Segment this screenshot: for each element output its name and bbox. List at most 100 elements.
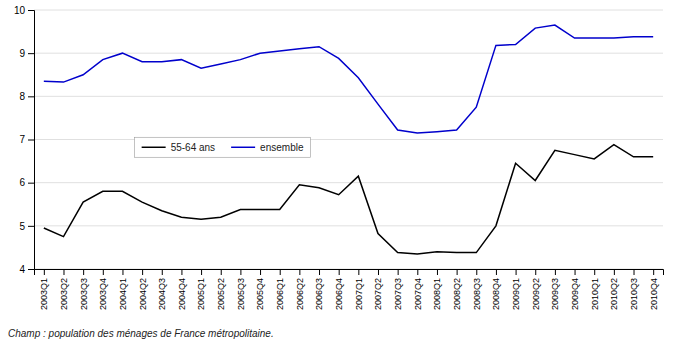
legend-frame	[135, 137, 311, 157]
x-tick: 2008Q1	[432, 269, 442, 310]
series-line	[44, 145, 653, 254]
x-tick: 2003Q3	[79, 269, 89, 310]
y-tick-mark	[28, 140, 34, 141]
x-tick-mark	[299, 269, 300, 275]
x-tick-mark	[653, 269, 654, 275]
x-tick-mark	[614, 269, 615, 275]
x-tick-label: 2005Q1	[196, 278, 206, 310]
x-tick-label: 2007Q1	[354, 278, 364, 310]
x-tick-label: 2008Q1	[432, 278, 442, 310]
x-tick-mark	[378, 269, 379, 275]
x-tick-mark	[83, 269, 84, 275]
x-tick-label: 2006Q1	[275, 278, 285, 310]
x-tick: 2009Q3	[550, 269, 560, 310]
x-tick: 2007Q4	[413, 269, 423, 310]
x-tick: 2007Q2	[373, 269, 383, 310]
x-tick: 2010Q3	[629, 269, 639, 310]
y-tick: 7	[19, 134, 34, 145]
x-tick-mark	[181, 269, 182, 275]
lines	[44, 25, 653, 254]
legend: 55-64 ans ensemble	[135, 137, 311, 157]
x-tick: 2009Q1	[511, 269, 521, 310]
x-tick: 2006Q1	[275, 269, 285, 310]
x-tick-mark	[142, 269, 143, 275]
x-tick-label: 2009Q1	[511, 278, 521, 310]
x-tick: 2003Q4	[98, 269, 108, 310]
x-tick-mark	[457, 269, 458, 275]
grid-line	[34, 139, 663, 140]
x-tick-mark	[594, 269, 595, 275]
legend-swatch	[231, 147, 255, 149]
legend-label: ensemble	[260, 142, 304, 153]
x-tick: 2010Q4	[649, 269, 659, 310]
x-tick-label: 2010Q4	[649, 278, 659, 310]
x-tick-mark	[516, 269, 517, 275]
x-tick-label: 2008Q3	[472, 278, 482, 310]
footnote: Champ : population des ménages de France…	[8, 328, 274, 339]
x-tick-label: 2007Q2	[373, 278, 383, 310]
x-tick: 2007Q1	[354, 269, 364, 310]
x-tick-label: 2007Q3	[393, 278, 403, 310]
legend-item: 55-64 ans	[142, 142, 215, 153]
y-tick-mark	[28, 96, 34, 97]
x-tick: 2004Q4	[177, 269, 187, 310]
y-tick-mark	[28, 183, 34, 184]
x-tick-mark	[476, 269, 477, 275]
y-tick-label: 7	[19, 134, 25, 145]
x-tick: 2010Q1	[590, 269, 600, 310]
x-tick-mark	[496, 269, 497, 275]
x-tick: 2009Q4	[570, 269, 580, 310]
x-tick-mark	[417, 269, 418, 275]
y-tick-label: 6	[19, 177, 25, 188]
x-tick: 2007Q3	[393, 269, 403, 310]
x-axis-line	[35, 270, 664, 276]
x-tick-mark	[634, 269, 635, 275]
x-tick-label: 2010Q3	[629, 278, 639, 310]
x-tick-label: 2003Q3	[79, 278, 89, 310]
y-tick-label: 5	[19, 221, 25, 232]
x-tick-label: 2009Q2	[531, 278, 541, 310]
x-tick: 2009Q2	[531, 269, 541, 310]
y-axis-line	[28, 11, 35, 270]
x-tick-label: 2010Q2	[609, 278, 619, 310]
y-tick-label: 10	[14, 5, 26, 16]
y-tick-mark	[28, 226, 34, 227]
x-tick-mark	[555, 269, 556, 275]
x-tick: 2005Q1	[196, 269, 206, 310]
x-tick-mark	[358, 269, 359, 275]
x-tick: 2003Q2	[59, 269, 69, 310]
x-tick: 2004Q2	[137, 269, 147, 310]
x-tick-label: 2004Q2	[137, 278, 147, 310]
grid	[34, 10, 663, 269]
legend-label: 55-64 ans	[171, 142, 215, 153]
x-tick-mark	[44, 269, 45, 275]
x-tick: 2005Q2	[216, 269, 226, 310]
x-tick-mark	[63, 269, 64, 275]
y-tick-mark	[28, 53, 34, 54]
x-tick-mark	[575, 269, 576, 275]
grid-line	[34, 10, 663, 11]
x-tick: 2006Q4	[334, 269, 344, 310]
x-tick-mark	[122, 269, 123, 275]
x-tick: 2004Q3	[157, 269, 167, 310]
x-tick-label: 2003Q2	[59, 278, 69, 310]
x-tick-label: 2004Q3	[157, 278, 167, 310]
x-tick-mark	[201, 269, 202, 275]
x-tick: 2010Q2	[609, 269, 619, 310]
grid-line	[34, 53, 663, 54]
x-tick: 2008Q3	[472, 269, 482, 310]
x-tick-mark	[103, 269, 104, 275]
x-tick-label: 2004Q1	[118, 278, 128, 310]
x-tick: 2005Q4	[255, 269, 265, 310]
y-tick: 9	[19, 48, 34, 59]
x-tick-label: 2010Q1	[590, 278, 600, 310]
plot-area: 456789102003Q12003Q22003Q32003Q42004Q120…	[14, 5, 664, 310]
x-tick-mark	[319, 269, 320, 275]
grid-line	[34, 225, 663, 226]
legend-swatch	[142, 147, 166, 149]
x-axis: 2003Q12003Q22003Q32003Q42004Q12004Q22004…	[35, 269, 664, 310]
x-tick-label: 2003Q4	[98, 278, 108, 310]
x-tick: 2008Q2	[452, 269, 462, 310]
x-tick-label: 2007Q4	[413, 278, 423, 310]
y-tick-label: 4	[19, 264, 25, 275]
